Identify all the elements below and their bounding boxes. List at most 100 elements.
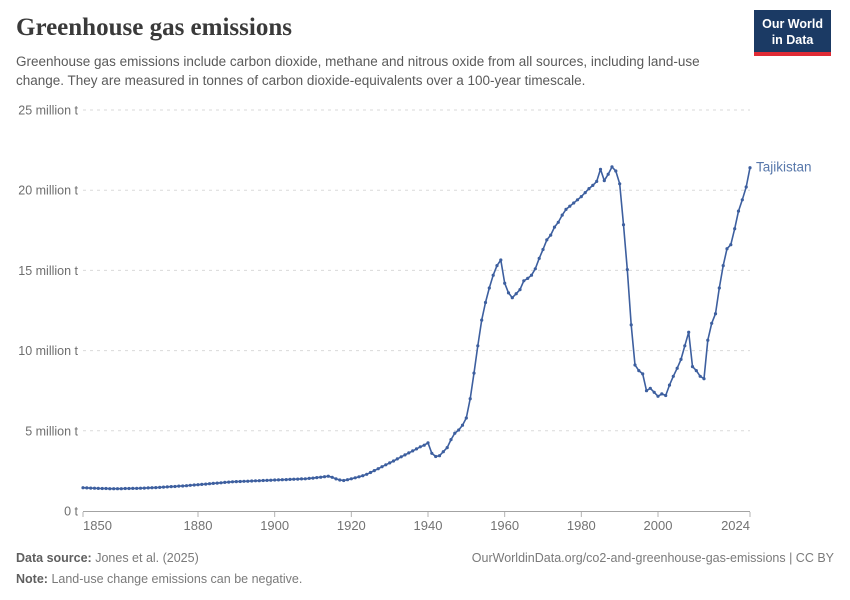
data-point[interactable] [648, 386, 652, 390]
data-point[interactable] [579, 195, 583, 199]
data-point[interactable] [303, 477, 307, 481]
data-point[interactable] [326, 474, 330, 478]
data-point[interactable] [748, 166, 752, 170]
data-point[interactable] [445, 446, 449, 450]
data-point[interactable] [602, 179, 606, 183]
data-point[interactable] [598, 167, 603, 171]
data-point[interactable] [633, 363, 637, 367]
data-point[interactable] [315, 476, 319, 480]
data-point[interactable] [702, 377, 706, 381]
data-point[interactable] [280, 478, 284, 482]
data-point[interactable] [407, 451, 411, 455]
data-point[interactable] [223, 480, 227, 484]
data-point[interactable] [284, 478, 288, 482]
data-point[interactable] [510, 296, 514, 300]
data-point[interactable] [181, 484, 185, 488]
data-point[interactable] [687, 330, 691, 334]
data-point[interactable] [522, 279, 526, 283]
data-point[interactable] [215, 481, 219, 485]
data-point[interactable] [376, 467, 380, 471]
data-point[interactable] [556, 220, 560, 224]
data-point[interactable] [131, 486, 135, 490]
data-point[interactable] [273, 478, 277, 482]
data-point[interactable] [694, 369, 698, 373]
data-point[interactable] [169, 485, 173, 489]
data-point[interactable] [560, 213, 564, 217]
data-point[interactable] [319, 475, 323, 479]
data-point[interactable] [564, 207, 568, 211]
data-point[interactable] [434, 454, 438, 459]
data-point[interactable] [365, 472, 369, 476]
data-point[interactable] [238, 479, 242, 484]
data-point[interactable] [296, 477, 300, 481]
data-point[interactable] [572, 201, 576, 205]
data-point[interactable] [418, 445, 422, 449]
data-point[interactable] [721, 264, 725, 268]
data-point[interactable] [426, 441, 430, 445]
data-point[interactable] [568, 204, 572, 208]
data-point[interactable] [476, 344, 480, 348]
data-point[interactable] [618, 182, 622, 186]
data-point[interactable] [641, 372, 645, 376]
data-point[interactable] [112, 487, 116, 491]
data-point[interactable] [135, 486, 139, 490]
data-point[interactable] [265, 478, 269, 482]
data-point[interactable] [591, 183, 595, 187]
data-point[interactable] [621, 223, 626, 227]
data-point[interactable] [391, 459, 396, 463]
data-point[interactable] [388, 461, 392, 465]
data-point[interactable] [108, 487, 112, 491]
data-point[interactable] [740, 198, 744, 202]
data-point[interactable] [146, 486, 150, 490]
data-point[interactable] [399, 455, 403, 459]
data-point[interactable] [342, 478, 346, 483]
data-point[interactable] [177, 484, 181, 488]
data-point[interactable] [595, 179, 599, 183]
data-point[interactable] [625, 268, 629, 272]
data-point[interactable] [733, 227, 737, 231]
data-point[interactable] [246, 479, 250, 483]
data-point[interactable] [230, 480, 235, 484]
data-point[interactable] [441, 450, 445, 454]
data-point[interactable] [706, 338, 710, 342]
data-point[interactable] [211, 481, 215, 485]
data-point[interactable] [437, 454, 442, 458]
data-point[interactable] [253, 479, 258, 483]
data-point[interactable] [713, 312, 718, 316]
data-point[interactable] [100, 486, 104, 491]
data-point[interactable] [449, 438, 453, 442]
data-point[interactable] [85, 486, 89, 490]
data-point[interactable] [188, 483, 192, 487]
data-point[interactable] [736, 209, 741, 213]
emissions-line[interactable] [82, 166, 751, 490]
owid-logo[interactable]: Our World in Data [754, 10, 831, 56]
data-point[interactable] [307, 476, 311, 480]
data-point[interactable] [200, 482, 204, 486]
entity-label[interactable]: Tajikistan [756, 160, 812, 175]
data-point[interactable] [526, 276, 530, 280]
data-point[interactable] [430, 451, 434, 455]
data-point[interactable] [725, 247, 729, 251]
data-point[interactable] [411, 449, 415, 453]
data-point[interactable] [81, 486, 85, 490]
data-point[interactable] [368, 470, 373, 475]
data-point[interactable] [491, 273, 495, 277]
data-point[interactable] [717, 286, 721, 290]
data-point[interactable] [575, 198, 580, 202]
data-point[interactable] [138, 486, 143, 490]
data-point[interactable] [96, 486, 100, 490]
data-point[interactable] [161, 485, 166, 489]
data-point[interactable] [457, 428, 461, 432]
data-point[interactable] [119, 487, 123, 491]
data-point[interactable] [115, 487, 120, 491]
data-point[interactable] [299, 477, 304, 481]
data-point[interactable] [453, 431, 457, 435]
data-point[interactable] [495, 264, 499, 268]
data-point[interactable] [472, 371, 476, 375]
data-point[interactable] [150, 486, 154, 490]
data-point[interactable] [698, 374, 702, 378]
data-point[interactable] [656, 394, 660, 398]
data-point[interactable] [349, 477, 353, 481]
data-point[interactable] [257, 479, 261, 483]
